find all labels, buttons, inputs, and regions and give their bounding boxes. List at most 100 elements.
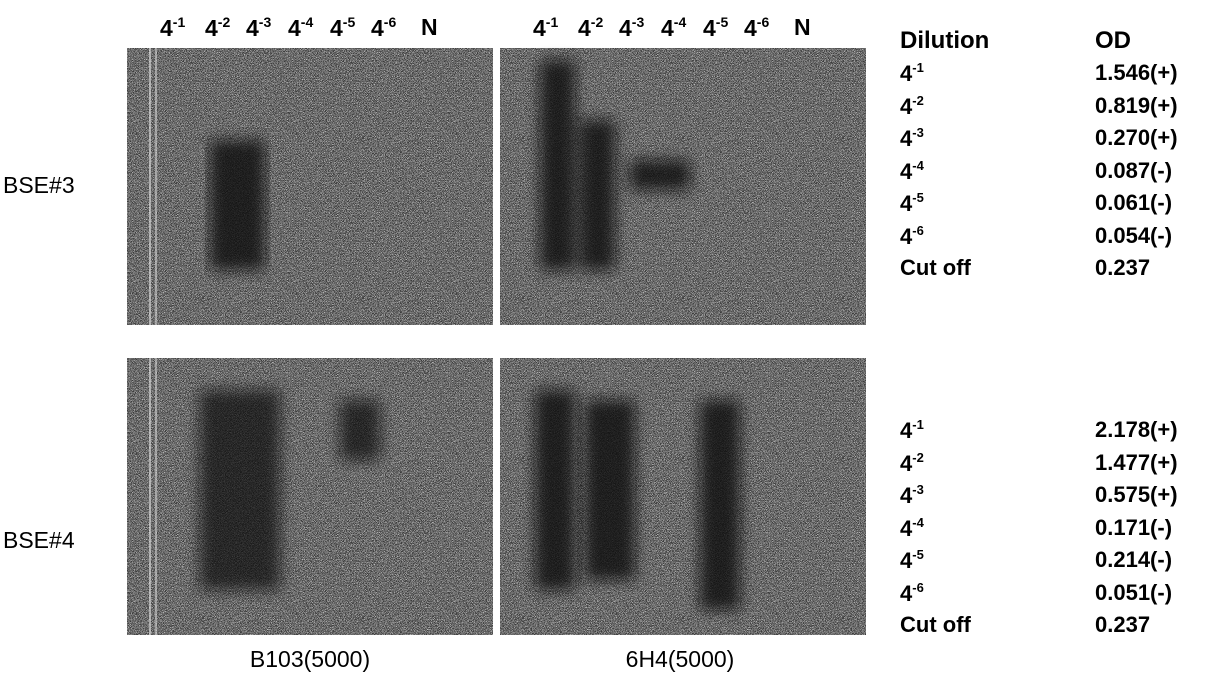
lane-label: 4-4 <box>288 14 313 42</box>
row-label: BSE#3 <box>3 172 75 199</box>
lane-label: 4-1 <box>533 14 558 42</box>
cutoff-value: 0.237 <box>1095 612 1150 638</box>
base: 4 <box>900 483 912 508</box>
lane-label: 4-3 <box>619 14 644 42</box>
dilution: 4-1 <box>900 417 924 444</box>
cutoff-label: Cut off <box>900 612 971 638</box>
base: 4 <box>900 126 912 151</box>
exponent: -1 <box>173 14 185 30</box>
base: 4 <box>900 516 912 541</box>
exponent: -2 <box>912 450 924 465</box>
lane-label: 4-2 <box>205 14 230 42</box>
dilution: 4-2 <box>900 450 924 477</box>
od-value: 0.171(-) <box>1095 515 1172 541</box>
lane-label: 4-5 <box>703 14 728 42</box>
base: 4 <box>900 224 912 249</box>
base: 4 <box>578 15 591 41</box>
base: 4 <box>288 15 301 41</box>
exponent: -5 <box>912 190 924 205</box>
cutoff-value: 0.237 <box>1095 255 1150 281</box>
base: N <box>794 14 811 40</box>
figure: {"column_headers": [ [{"base": "4", "exp… <box>0 0 1221 679</box>
base: 4 <box>900 61 912 86</box>
exponent: -6 <box>912 223 924 238</box>
base: 4 <box>619 15 632 41</box>
dilution: 4-3 <box>900 482 924 509</box>
exponent: -3 <box>632 14 644 30</box>
base: 4 <box>371 15 384 41</box>
panel-top-right <box>500 48 866 325</box>
exponent: -6 <box>384 14 396 30</box>
panel-top-left <box>127 48 493 325</box>
base: N <box>421 14 438 40</box>
base: 4 <box>703 15 716 41</box>
table-header: Dilution <box>900 27 989 55</box>
lane-label: 4-2 <box>578 14 603 42</box>
dilution: 4-3 <box>900 125 924 152</box>
exponent: -5 <box>716 14 728 30</box>
exponent: -3 <box>912 482 924 497</box>
base: 4 <box>744 15 757 41</box>
exponent: -2 <box>591 14 603 30</box>
exponent: -2 <box>218 14 230 30</box>
caption: 6H4(5000) <box>626 646 735 673</box>
base: 4 <box>900 581 912 606</box>
dilution: 4-6 <box>900 580 924 607</box>
base: 4 <box>246 15 259 41</box>
cutoff-label: Cut off <box>900 255 971 281</box>
base: 4 <box>330 15 343 41</box>
base: 4 <box>533 15 546 41</box>
lane-label: 4-1 <box>160 14 185 42</box>
od-value: 0.061(-) <box>1095 190 1172 216</box>
lane-label: 4-3 <box>246 14 271 42</box>
lane-label: N <box>421 14 438 41</box>
dilution: 4-5 <box>900 547 924 574</box>
dilution: 4-5 <box>900 190 924 217</box>
blot-images <box>0 0 1221 679</box>
od-value: 0.054(-) <box>1095 223 1172 249</box>
exponent: -4 <box>912 515 924 530</box>
exponent: -3 <box>259 14 271 30</box>
dilution: 4-1 <box>900 60 924 87</box>
base: 4 <box>900 159 912 184</box>
lane-label: 4-6 <box>744 14 769 42</box>
exponent: -5 <box>912 547 924 562</box>
dilution: 4-4 <box>900 515 924 542</box>
lane-label: 4-6 <box>371 14 396 42</box>
base: 4 <box>900 94 912 119</box>
od-value: 0.214(-) <box>1095 547 1172 573</box>
od-value: 0.270(+) <box>1095 125 1178 151</box>
table-header: OD <box>1095 27 1131 55</box>
caption: B103(5000) <box>250 646 370 673</box>
base: 4 <box>900 548 912 573</box>
dilution: 4-4 <box>900 158 924 185</box>
lane-label: N <box>794 14 811 41</box>
lane-label: 4-4 <box>661 14 686 42</box>
base: 4 <box>900 451 912 476</box>
od-value: 1.546(+) <box>1095 60 1178 86</box>
base: 4 <box>160 15 173 41</box>
od-value: 0.051(-) <box>1095 580 1172 606</box>
od-value: 0.819(+) <box>1095 93 1178 119</box>
exponent: -4 <box>912 158 924 173</box>
exponent: -2 <box>912 93 924 108</box>
dilution: 4-2 <box>900 93 924 120</box>
exponent: -6 <box>912 580 924 595</box>
row-label: BSE#4 <box>3 527 75 554</box>
base: 4 <box>900 191 912 216</box>
exponent: -4 <box>674 14 686 30</box>
lane-label: 4-5 <box>330 14 355 42</box>
exponent: -1 <box>912 60 924 75</box>
exponent: -6 <box>757 14 769 30</box>
exponent: -1 <box>546 14 558 30</box>
base: 4 <box>205 15 218 41</box>
od-value: 0.087(-) <box>1095 158 1172 184</box>
exponent: -1 <box>912 417 924 432</box>
exponent: -5 <box>343 14 355 30</box>
od-value: 2.178(+) <box>1095 417 1178 443</box>
panel-bottom-right <box>500 358 866 635</box>
panel-bottom-left <box>127 358 493 635</box>
exponent: -3 <box>912 125 924 140</box>
dilution: 4-6 <box>900 223 924 250</box>
exponent: -4 <box>301 14 313 30</box>
